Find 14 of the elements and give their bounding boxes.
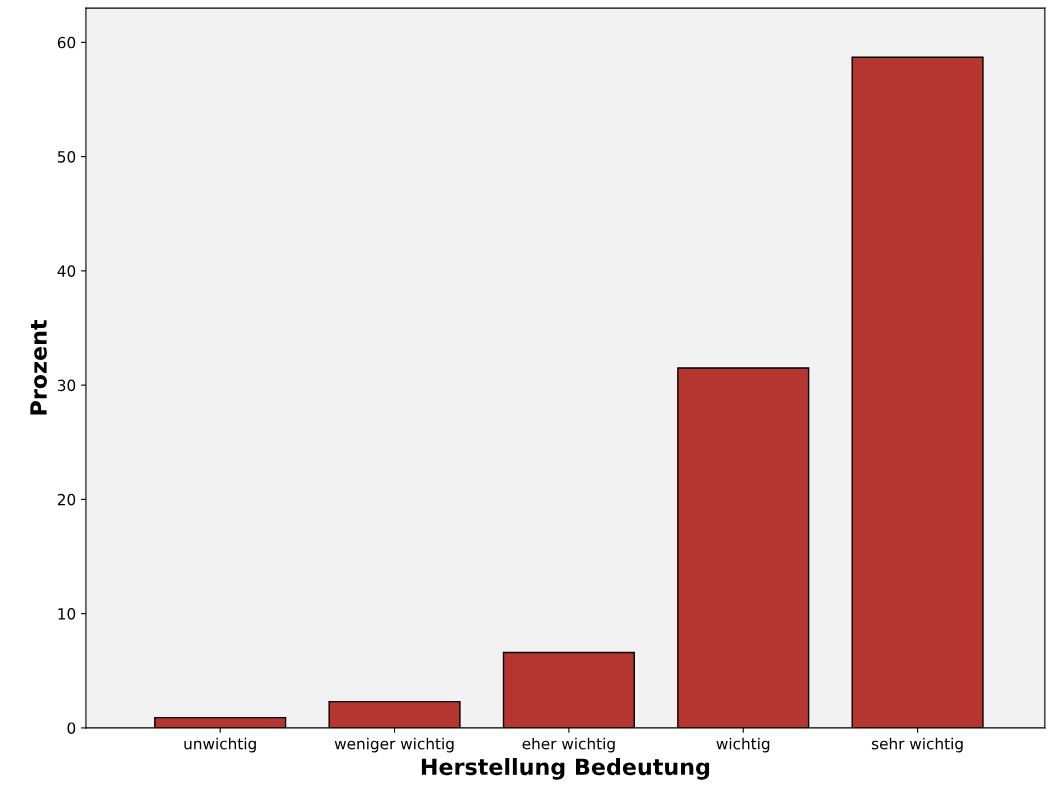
x-tick-label: sehr wichtig [871, 737, 963, 753]
y-tick-label: 50 [57, 151, 76, 163]
y-tick-label: 0 [67, 722, 76, 734]
y-tick-label: 30 [57, 379, 76, 392]
x-tick-label: weniger wichtig [334, 737, 454, 753]
x-tick-label: eher wichtig [522, 737, 615, 753]
x-axis-title: Herstellung Bedeutung [421, 757, 710, 780]
y-tick-label: 40 [57, 265, 76, 277]
y-tick-label: 20 [57, 493, 76, 506]
y-axis-title: Prozent [30, 320, 47, 415]
x-tick-label: wichtig [716, 737, 770, 753]
y-tick-label: 10 [58, 608, 76, 620]
x-tick-label: unwichtig [184, 737, 256, 753]
y-tick-label: 60 [57, 36, 76, 49]
